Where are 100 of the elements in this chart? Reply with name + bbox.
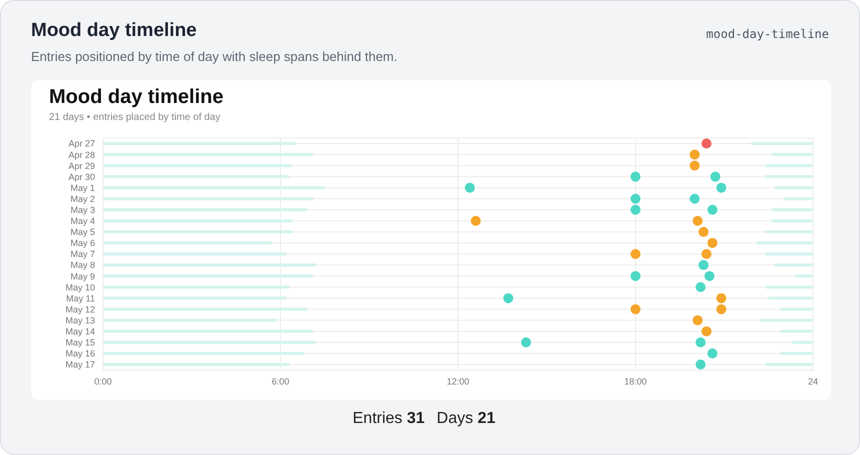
y-tick-label: Apr 28: [68, 150, 95, 160]
point: [702, 249, 712, 259]
y-tick-label: May 12: [65, 304, 95, 314]
point: [702, 138, 712, 149]
chart-title: Mood day timeline: [31, 20, 197, 42]
bar: [766, 286, 813, 289]
point: [707, 238, 718, 248]
bar: [780, 308, 813, 311]
point: [630, 304, 640, 314]
bar: [103, 186, 325, 190]
bar: [792, 340, 813, 344]
point: [630, 172, 640, 182]
bar: [103, 296, 286, 300]
bar: [103, 208, 308, 212]
point: [470, 216, 481, 226]
bar: [795, 274, 813, 278]
point: [692, 315, 703, 326]
bar: [103, 175, 290, 178]
bar: [774, 264, 813, 267]
bar: [780, 330, 813, 333]
point: [698, 260, 709, 270]
point: [690, 150, 700, 160]
point: [521, 337, 532, 348]
bar: [766, 175, 813, 178]
bar: [103, 142, 296, 145]
bar: [768, 296, 813, 300]
x-tick-label: 18:00: [624, 376, 647, 386]
bar: [103, 264, 316, 267]
bar: [103, 352, 304, 355]
bar: [103, 197, 314, 200]
y-tick-label: May 11: [66, 293, 95, 304]
y-tick-label: May 14: [65, 326, 95, 337]
y-tick-label: Apr 27: [68, 138, 95, 149]
bar: [772, 153, 813, 156]
bar: [766, 362, 813, 366]
bar: [103, 318, 278, 322]
point: [464, 182, 475, 193]
chart-subtitle: Entries positioned by time of day with sleep spans behind them.: [31, 49, 398, 64]
y-tick-label: May 6: [70, 238, 95, 248]
point: [696, 337, 706, 348]
bar: [103, 340, 316, 344]
y-tick-label: May 2: [70, 194, 95, 204]
y-tick-label: May 9: [70, 271, 95, 282]
x-tick-label: 12:00: [446, 376, 470, 386]
point: [716, 293, 726, 304]
bar: [103, 241, 272, 244]
point: [630, 249, 640, 259]
y-tick-label: May 13: [65, 315, 95, 326]
bar: [103, 286, 290, 289]
point: [690, 160, 700, 171]
bar: [772, 208, 813, 212]
point: [704, 271, 714, 282]
bar: [103, 230, 292, 234]
y-tick-label: May 16: [65, 348, 95, 359]
bar: [766, 252, 813, 256]
y-tick-label: May 15: [65, 338, 95, 348]
text: mood-day-timeline: [706, 27, 829, 41]
point: [707, 348, 718, 358]
bar: [103, 153, 314, 156]
bar: [756, 241, 813, 244]
point: [503, 293, 514, 304]
point: [716, 182, 726, 193]
text: Mood day timeline: [49, 86, 224, 109]
x-tick-label: 24: [808, 376, 818, 386]
y-tick-label: May 10: [65, 282, 95, 292]
point: [698, 226, 709, 237]
y-tick-label: May 7: [70, 249, 95, 260]
x-tick-label: 6:00: [272, 376, 290, 386]
y-tick-label: May 8: [70, 260, 95, 270]
point: [630, 204, 640, 215]
point: [690, 194, 700, 204]
y-tick-label: May 3: [70, 205, 95, 216]
bar: [103, 330, 314, 333]
bar: [103, 308, 308, 311]
x-tick-label: 0:00: [94, 376, 112, 386]
bar: [760, 318, 813, 322]
bar: [774, 186, 813, 190]
bar: [103, 362, 290, 366]
point: [692, 216, 703, 226]
y-tick-label: Apr 30: [68, 172, 95, 182]
text: Entries 31: [352, 410, 425, 427]
y-tick-label: May 4: [70, 216, 95, 226]
point: [716, 304, 726, 314]
y-tick-label: Apr 29: [68, 160, 95, 171]
bar: [103, 252, 286, 256]
point: [630, 194, 640, 204]
point: [707, 204, 718, 215]
bar: [103, 274, 314, 278]
point: [630, 271, 640, 282]
bar: [772, 219, 813, 222]
point: [696, 359, 706, 370]
text: 21 days • entries placed by time of day: [49, 112, 220, 123]
bar: [783, 197, 813, 200]
bar: [766, 164, 813, 168]
y-tick-label: May 5: [70, 227, 95, 238]
y-tick-label: May 17: [65, 360, 95, 370]
bar: [780, 352, 813, 355]
point: [696, 282, 706, 292]
y-tick-label: May 1: [70, 182, 95, 193]
point: [702, 326, 712, 336]
